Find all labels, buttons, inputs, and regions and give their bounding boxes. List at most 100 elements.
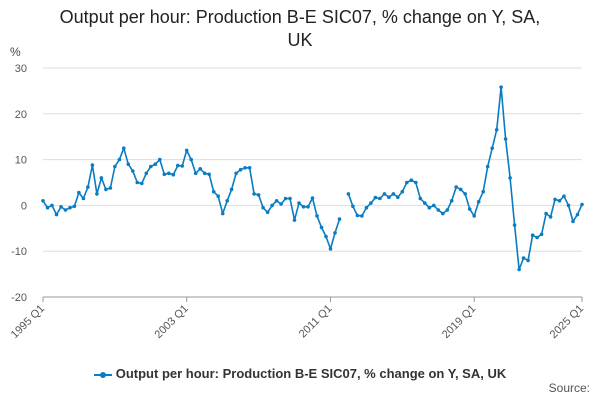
data-point [476, 199, 481, 204]
data-point [432, 203, 436, 208]
data-point [41, 199, 45, 203]
series-line [42, 147, 341, 250]
grid-lines [43, 67, 582, 298]
x-tick-label: 2003 Q1 [153, 303, 191, 341]
data-point [279, 202, 283, 206]
data-point [144, 171, 149, 176]
legend-entry-label: Output per hour: Production B-E SIC07, %… [115, 366, 507, 381]
data-point [526, 258, 530, 263]
data-point [238, 167, 243, 172]
source-label: Source: [548, 381, 590, 395]
data-point [391, 192, 396, 196]
data-point [261, 205, 265, 210]
data-point [247, 166, 252, 170]
data-point [288, 196, 292, 201]
data-point [351, 204, 355, 209]
data-point [346, 192, 351, 196]
data-point [364, 205, 369, 210]
data-point [95, 192, 99, 196]
data-point [499, 85, 503, 89]
y-tick-label: 10 [15, 155, 27, 167]
data-point [530, 233, 535, 237]
data-point [535, 235, 539, 240]
data-point [355, 213, 360, 218]
data-point [306, 205, 310, 209]
data-point [400, 189, 405, 194]
y-axis-label: % [10, 45, 21, 59]
data-point [126, 162, 131, 166]
data-point [216, 194, 220, 198]
data-point [485, 164, 490, 169]
data-point [382, 192, 387, 196]
data-point [310, 196, 315, 200]
data-point [50, 203, 54, 208]
data-point [117, 157, 122, 162]
data-point [77, 190, 81, 195]
data-point [503, 137, 508, 141]
data-point [508, 176, 512, 180]
data-point [99, 176, 104, 180]
data-point [207, 172, 211, 177]
data-point [283, 196, 288, 201]
data-point [539, 232, 544, 237]
data-point [405, 180, 409, 185]
series-group [41, 85, 584, 272]
data-point [225, 199, 229, 203]
data-point [243, 166, 247, 170]
data-point [387, 195, 391, 199]
data-point [458, 187, 463, 192]
data-point [180, 164, 184, 168]
data-point [149, 164, 153, 169]
data-point [270, 203, 274, 208]
data-point [333, 231, 337, 235]
data-point [81, 196, 86, 201]
data-point [72, 204, 77, 209]
chart-title-line-2: UK [287, 30, 313, 50]
data-point [153, 162, 158, 166]
data-point [454, 185, 459, 189]
data-point [68, 205, 72, 210]
x-tick-labels: 1995 Q1 2003 Q1 2011 Q1 2019 Q1 2025 Q1 [9, 297, 586, 341]
data-point [481, 189, 486, 194]
data-point [580, 202, 584, 207]
data-point [517, 267, 521, 272]
data-point [562, 194, 566, 198]
data-point [512, 223, 517, 227]
data-point [445, 208, 450, 212]
data-point [409, 178, 414, 182]
x-tick-label: 2011 Q1 [297, 303, 335, 341]
data-point [575, 212, 580, 217]
data-point [315, 214, 319, 218]
data-point [472, 214, 477, 218]
data-point [59, 205, 63, 209]
y-tick-label: 20 [15, 109, 27, 121]
data-point [463, 192, 468, 196]
data-point [113, 164, 117, 169]
y-tick-label: -10 [11, 246, 27, 258]
chart-title-line-1: Output per hour: Production B-E SIC07, %… [59, 7, 541, 27]
data-point [423, 201, 427, 205]
data-point [548, 215, 553, 219]
data-point [158, 157, 162, 162]
data-point [86, 185, 90, 189]
data-point [54, 212, 59, 217]
data-point [211, 189, 216, 194]
data-point [292, 218, 297, 222]
series-line [347, 86, 583, 271]
chart-title: Output per hour: Production B-E SIC07, %… [0, 6, 600, 52]
y-tick-labels: -20 -10 0 10 20 30 [11, 63, 27, 304]
data-point [167, 171, 171, 176]
data-point [104, 187, 108, 192]
data-point [171, 172, 176, 177]
data-point [131, 169, 135, 173]
data-point [193, 171, 198, 176]
data-point [494, 128, 499, 132]
data-point [328, 247, 333, 251]
data-point [441, 211, 445, 216]
data-point [490, 146, 495, 150]
data-point [220, 211, 225, 216]
data-point [566, 203, 571, 208]
y-tick-label: 30 [15, 63, 27, 75]
data-point [265, 210, 270, 215]
